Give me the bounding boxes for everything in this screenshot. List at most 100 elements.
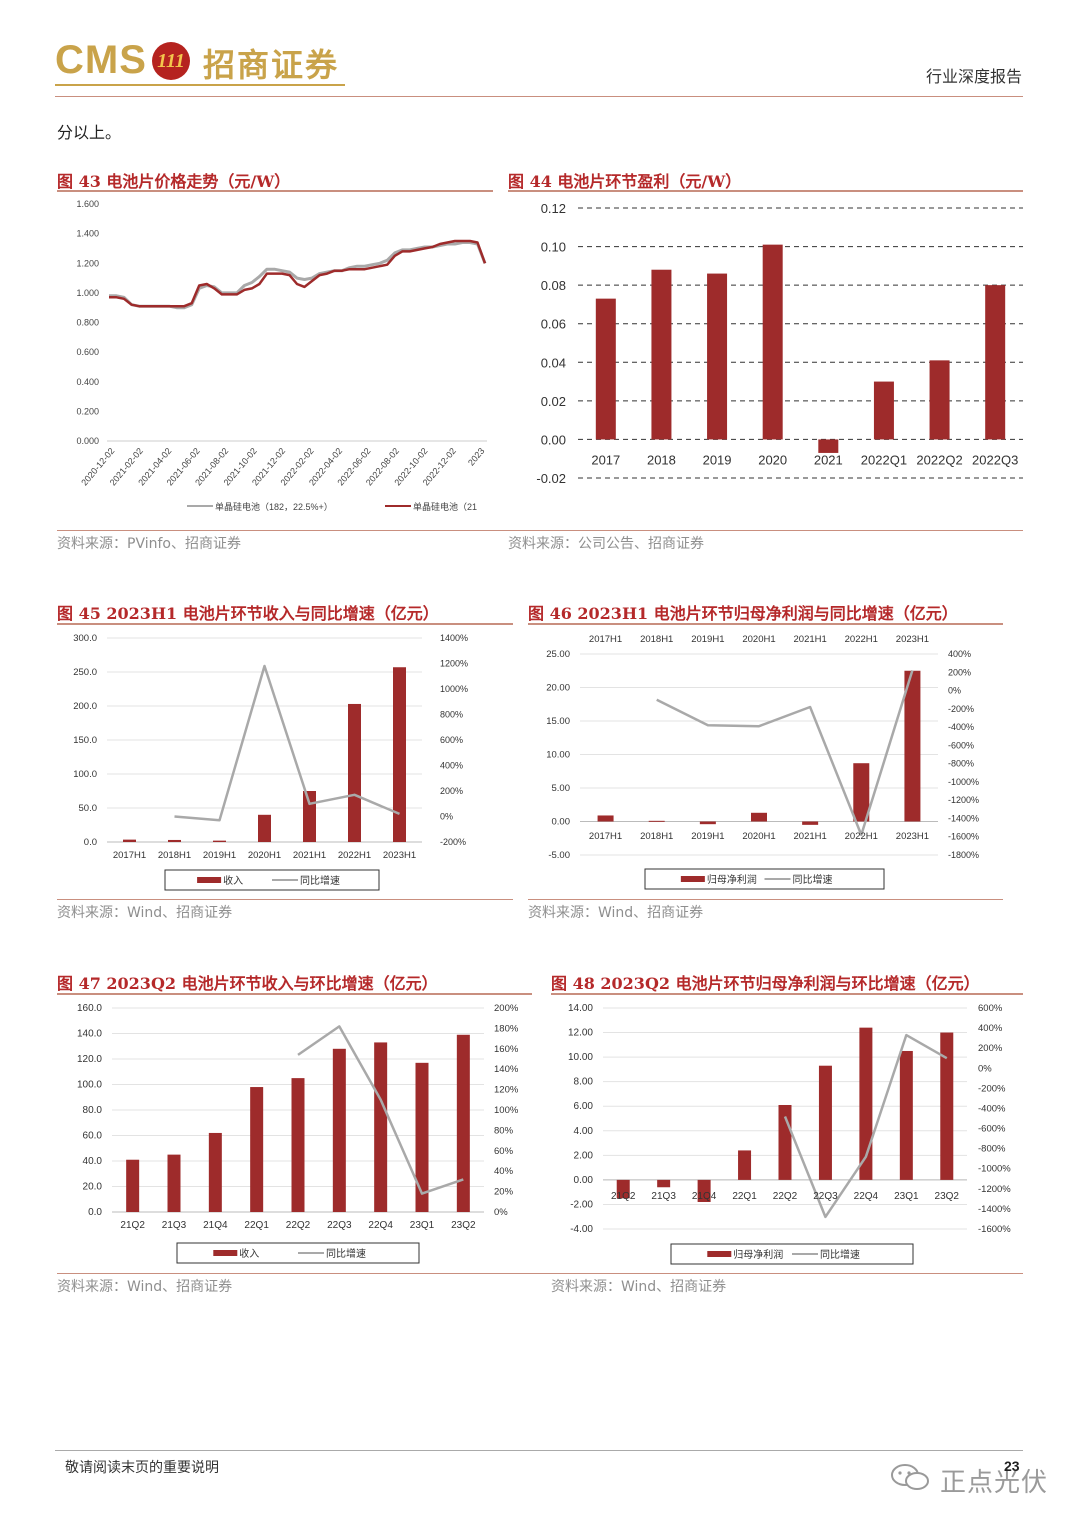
- fig46-right-tick: -200%: [948, 704, 974, 714]
- fig48-left-tick: 0.00: [574, 1175, 594, 1186]
- fig43-y-tick: 0.400: [76, 377, 99, 387]
- fig43-legend-label: 单晶硅电池（182，22.5%+）: [215, 501, 333, 512]
- fig43-series-line: [109, 239, 487, 308]
- fig48-x-label: 22Q3: [813, 1191, 838, 1202]
- fig47-right-tick: 140%: [494, 1064, 519, 1075]
- fig48-left-tick: 8.00: [574, 1077, 594, 1088]
- fig48-right-tick: -200%: [978, 1083, 1006, 1094]
- fig47-bar: [208, 1132, 222, 1212]
- fig45-bottom-rule: [57, 899, 513, 900]
- fig48-x-label: 22Q2: [773, 1191, 798, 1202]
- fig46-right-tick: 0%: [948, 686, 961, 696]
- fig45-bar: [258, 814, 271, 842]
- fig48-bar: [940, 1032, 954, 1180]
- fig44-bar: [651, 269, 672, 440]
- footer-divider: [55, 1450, 1023, 1451]
- fig47-right-tick: 160%: [494, 1044, 519, 1055]
- fig45-right-tick: 1200%: [440, 659, 468, 669]
- fig48-left-tick: 14.00: [568, 1003, 593, 1014]
- fig44-y-tick: 0.02: [541, 394, 566, 409]
- fig47-right-tick: 40%: [494, 1166, 514, 1177]
- fig47-right-tick: 80%: [494, 1125, 514, 1136]
- fig46-x-label: 2019H1: [691, 831, 724, 842]
- fig47-left-tick: 40.0: [83, 1156, 103, 1167]
- fig43-chart: 1.600 1.400 1.200 1.000 0.800 0.600 0.400 0.200…: [76, 199, 487, 512]
- fig47-top-rule: [57, 993, 532, 995]
- fig48-legend-line-label: 同比增速: [820, 1248, 860, 1261]
- fig46-x-top-label: 2017H1: [589, 634, 622, 645]
- fig48-right-tick: -1000%: [978, 1164, 1011, 1175]
- fig45-left-tick: 50.0: [79, 803, 98, 814]
- fig48-right-tick: 0%: [978, 1063, 992, 1074]
- fig46-right-tick: -1800%: [948, 850, 979, 860]
- fig47-title: 图 47 2023Q2 电池片环节收入与环比增速（亿元）: [57, 974, 438, 993]
- logo-underline: [55, 84, 345, 86]
- fig45-chart: 300.0 250.0 200.0 150.0 100.0 50.0 0.0 1400% 120…: [73, 633, 468, 891]
- fig46-left-tick: 15.00: [546, 716, 570, 727]
- fig43-y-tick: 1.400: [76, 229, 99, 239]
- fig43-series-line: [109, 241, 487, 310]
- header-divider: [55, 96, 1023, 97]
- fig46-source: 资料来源：Wind、招商证券: [528, 905, 704, 921]
- logo-badge-icon: 111: [152, 42, 190, 80]
- fig43-y-tick: 1.200: [76, 258, 99, 268]
- fig46-x-label: 2017H1: [589, 831, 622, 842]
- fig46-left-tick: 10.00: [546, 750, 570, 761]
- fig45-right-tick: 1000%: [440, 684, 468, 694]
- fig44-y-tick: 0.04: [541, 355, 566, 370]
- fig45-x-label: 2018H1: [158, 850, 191, 861]
- fig48-growth-line: [783, 1033, 948, 1219]
- fig48-right-tick: 200%: [978, 1043, 1003, 1054]
- page-number: 23: [1004, 1458, 1020, 1474]
- fig44-y-tick: 0.00: [541, 432, 566, 447]
- fig46-bar: [597, 815, 614, 822]
- fig43-source: 资料来源：PVinfo、招商证券: [57, 536, 241, 552]
- fig45-right-tick: 1400%: [440, 633, 468, 643]
- fig46-x-label: 2018H1: [640, 831, 673, 842]
- fig45-bar: [303, 791, 316, 842]
- fig44-y-tick: 0.06: [541, 317, 566, 332]
- fig48-bar: [899, 1050, 913, 1180]
- fig45-title: 图 45 2023H1 电池片环节收入与同比增速（亿元）: [57, 604, 439, 623]
- fig45-left-tick: 100.0: [73, 769, 97, 780]
- fig44-x-label: 2017: [591, 452, 620, 467]
- fig45-left-tick: 0.0: [84, 837, 97, 848]
- fig48-source: 资料来源：Wind、招商证券: [551, 1279, 727, 1295]
- fig47-legend-bar-swatch: [213, 1250, 238, 1256]
- fig45-bar: [168, 839, 181, 842]
- fig44-bar: [707, 273, 728, 440]
- fig46-x-top-label: 2018H1: [640, 634, 673, 645]
- fig46-x-top-label: 2022H1: [845, 634, 878, 645]
- fig47-x-label: 23Q2: [451, 1220, 476, 1231]
- fig48-bar: [616, 1179, 630, 1199]
- fig46-top-rule: [528, 623, 1003, 625]
- logo-cms-text: CMS: [55, 38, 147, 82]
- fig48-left-tick: 12.00: [568, 1028, 593, 1039]
- fig48-left-tick: 2.00: [574, 1150, 594, 1161]
- fig47-left-tick: 80.0: [83, 1105, 103, 1116]
- fig48-right-tick: 400%: [978, 1023, 1003, 1034]
- fig47-right-tick: 100%: [494, 1105, 519, 1116]
- fig46-legend-bar-label: 归母净利润: [707, 873, 757, 886]
- fig47-left-tick: 140.0: [77, 1029, 102, 1040]
- fig48-x-label: 21Q3: [651, 1191, 676, 1202]
- fig45-x-label: 2017H1: [113, 850, 146, 861]
- fig47-x-label: 21Q2: [120, 1220, 145, 1231]
- fig44-x-label: 2021: [814, 452, 843, 467]
- fig43-y-tick: 1.600: [76, 199, 99, 209]
- fig44-top-rule: [508, 190, 1023, 192]
- fig46-right-tick: -400%: [948, 722, 974, 732]
- fig47-left-tick: 0.0: [88, 1207, 102, 1218]
- fig46-growth-line: [656, 670, 914, 837]
- fig45-right-tick: 600%: [440, 735, 463, 745]
- fig47-x-label: 23Q1: [410, 1220, 435, 1231]
- fig48-x-label: 23Q1: [894, 1191, 919, 1202]
- fig46-bar: [802, 821, 819, 825]
- fig47-x-label: 22Q1: [244, 1220, 269, 1231]
- fig46-x-label: 2022H1: [845, 831, 878, 842]
- fig47-right-tick: 20%: [494, 1187, 514, 1198]
- fig45-x-label: 2023H1: [383, 850, 416, 861]
- fig46-bar: [904, 670, 921, 822]
- fig46-x-top-label: 2020H1: [742, 634, 775, 645]
- fig48-bar: [859, 1027, 873, 1180]
